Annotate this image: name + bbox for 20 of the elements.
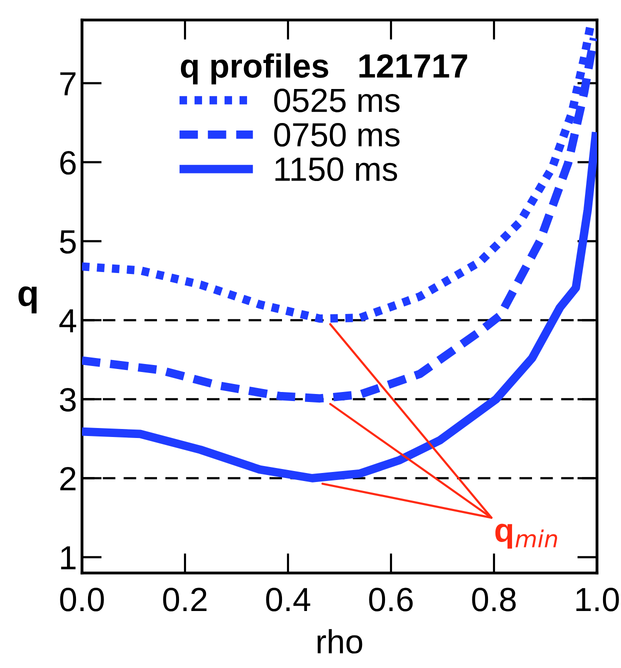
y-tick-label: 2 (60, 467, 76, 490)
legend-label: 1150 ms (275, 157, 398, 182)
x-tick-label: 0.0 (60, 588, 104, 612)
y-tick-label: 7 (60, 72, 76, 96)
x-tick-label: 1.0 (576, 588, 619, 612)
x-tick-label: 0.2 (163, 588, 206, 612)
annotation: q$_{min}$ (495, 524, 558, 549)
y-axis-title: q (18, 286, 37, 314)
legend-title: q profiles 121717 (180, 53, 468, 84)
x-axis-title: rho (318, 629, 362, 654)
y-tick-label: 4 (59, 309, 76, 332)
y-tick-label: 3 (60, 388, 76, 412)
y-tick-label: 1 (61, 546, 76, 570)
x-tick-label: 0.8 (472, 588, 516, 612)
y-tick-label: 6 (60, 151, 76, 175)
x-tick-label: 0.4 (266, 588, 310, 612)
legend-label: 0750 ms (274, 123, 400, 147)
y-tick-label: 5 (60, 230, 76, 254)
legend-label: 0525 ms (274, 88, 400, 112)
x-tick-label: 0.6 (369, 588, 413, 612)
